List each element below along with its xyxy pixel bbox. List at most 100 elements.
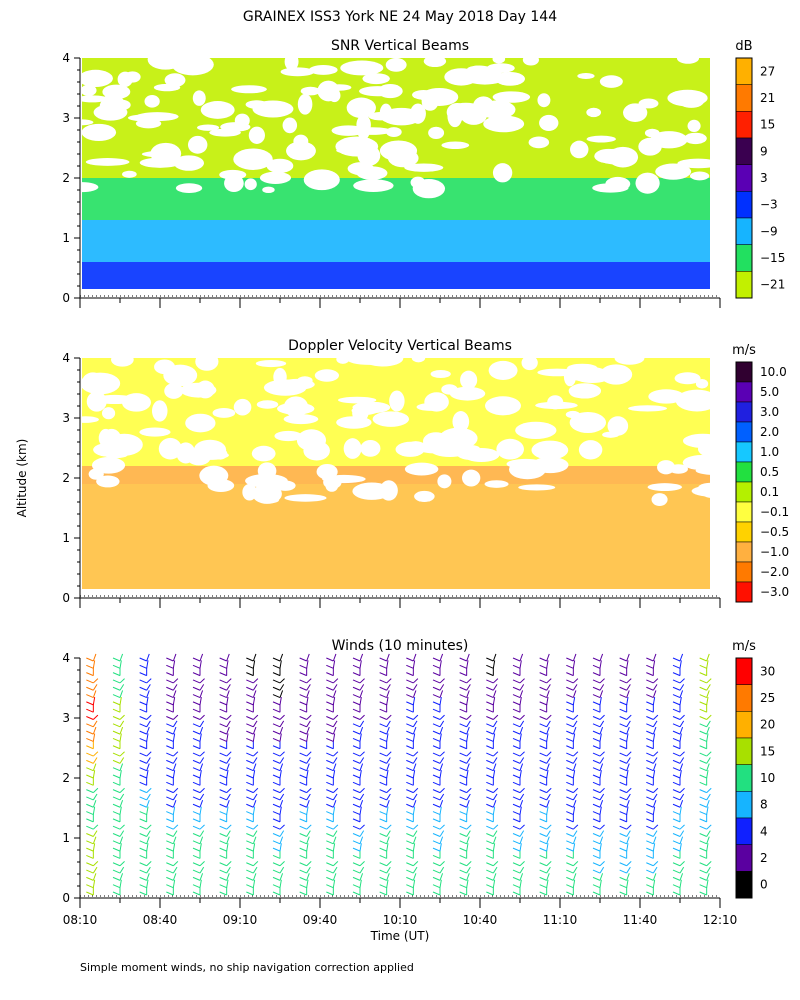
wind-barb-feather [272, 745, 281, 750]
wind-barb-feather [699, 811, 707, 816]
wind-barb [599, 770, 602, 779]
wind-barb [706, 751, 712, 757]
colorbar-swatch [735, 844, 753, 872]
wind-barb-feather [672, 876, 681, 881]
wind-barb-feather [566, 884, 574, 889]
data-gap [280, 67, 315, 77]
wind-barb-feather [272, 767, 281, 772]
data-gap [492, 163, 513, 183]
wind-barb [386, 757, 391, 764]
wind-barb [252, 861, 259, 867]
wind-barb [332, 757, 338, 764]
wind-barb-feather [699, 825, 707, 830]
wind-barb-feather [139, 752, 147, 757]
colorbar-label: 25 [760, 691, 775, 705]
wind-profile-0835 [139, 653, 152, 896]
wind-barb-feather [646, 752, 654, 757]
wind-profile-0905 [219, 653, 232, 896]
wind-barb [279, 861, 285, 867]
wind-barb [466, 836, 470, 844]
wind-barb-feather [139, 701, 147, 706]
wind-barb [359, 806, 362, 815]
wind-barb-feather [592, 716, 601, 720]
wind-barb-feather [646, 884, 654, 889]
wind-barb-feather [326, 672, 334, 677]
data-gap [628, 405, 668, 412]
wind-barb-feather [352, 796, 361, 801]
heatmap-layer-2 [82, 466, 710, 484]
wind-barb [226, 806, 229, 815]
wind-barb [146, 866, 151, 874]
wind-barb [306, 861, 312, 867]
colorbar-swatch [735, 441, 753, 463]
data-gap [614, 358, 645, 365]
wind-barb-feather [592, 833, 601, 837]
wind-barb-feather [672, 854, 681, 859]
wind-barb [599, 830, 605, 837]
data-gap [101, 407, 116, 420]
wind-barb-feather [672, 847, 681, 852]
wind-barb-feather [432, 833, 441, 837]
wind-barb [306, 836, 310, 844]
data-gap [428, 126, 445, 139]
wind-barb [626, 660, 629, 669]
wind-barb-feather [139, 767, 147, 772]
wind-barb-feather [112, 781, 121, 786]
wind-barb [439, 866, 445, 874]
colorbar-swatch [735, 501, 753, 523]
wind-barb [252, 653, 257, 662]
wind-barb [199, 873, 204, 881]
wind-barb-feather [379, 869, 387, 874]
wind-barb [706, 879, 709, 888]
wind-profile-1125 [592, 653, 605, 896]
wind-barb-feather [86, 862, 94, 867]
wind-barb-feather [166, 833, 174, 837]
wind-profile-0945 [326, 653, 339, 896]
wind-barb [332, 873, 337, 881]
wind-barb-feather [406, 723, 414, 728]
wind-barb [332, 770, 336, 779]
wind-barb [439, 879, 442, 888]
wind-barb [92, 733, 96, 742]
wind-barb-feather [326, 664, 334, 669]
wind-barb-feather [459, 862, 467, 867]
wind-barb-feather [299, 818, 307, 823]
wind-barb-feather [459, 811, 467, 816]
wind-barb-feather [166, 664, 174, 669]
data-gap [185, 413, 216, 433]
plot-area [80, 658, 720, 898]
panel-2: Doppler Velocity Vertical Beams01234Alti… [15, 338, 789, 608]
wind-barb-feather [432, 767, 441, 772]
wind-barb-feather [112, 774, 121, 779]
wind-barb [252, 660, 256, 669]
wind-barb [146, 830, 151, 837]
data-gap [515, 421, 557, 440]
y-tick-label: 1 [62, 531, 70, 545]
wind-barb [199, 653, 204, 662]
data-gap [684, 132, 707, 145]
wind-barb-feather [539, 884, 547, 889]
wind-barb-feather [219, 686, 227, 691]
wind-barb [652, 714, 659, 720]
wind-barb-feather [192, 891, 201, 896]
data-gap [251, 445, 276, 462]
wind-barb-feather [539, 840, 547, 845]
data-gap [569, 385, 587, 398]
wind-barb [706, 763, 710, 771]
wind-barb-feather [512, 745, 521, 750]
wind-barb-feather [672, 774, 681, 779]
wind-barb-feather [326, 708, 334, 713]
wind-barb-feather [299, 657, 307, 662]
wind-barb-feather [512, 774, 521, 779]
wind-barb [332, 714, 339, 720]
wind-barb-feather [512, 679, 521, 684]
wind-barb [306, 684, 311, 691]
wind-barb-feather [539, 672, 547, 677]
wind-barb-feather [272, 679, 281, 684]
wind-barb-feather [299, 862, 307, 867]
wind-barb-feather [246, 759, 254, 764]
wind-barb-feather [539, 825, 547, 830]
data-gap [492, 91, 531, 103]
data-gap [655, 163, 692, 180]
wind-barb [599, 763, 604, 771]
